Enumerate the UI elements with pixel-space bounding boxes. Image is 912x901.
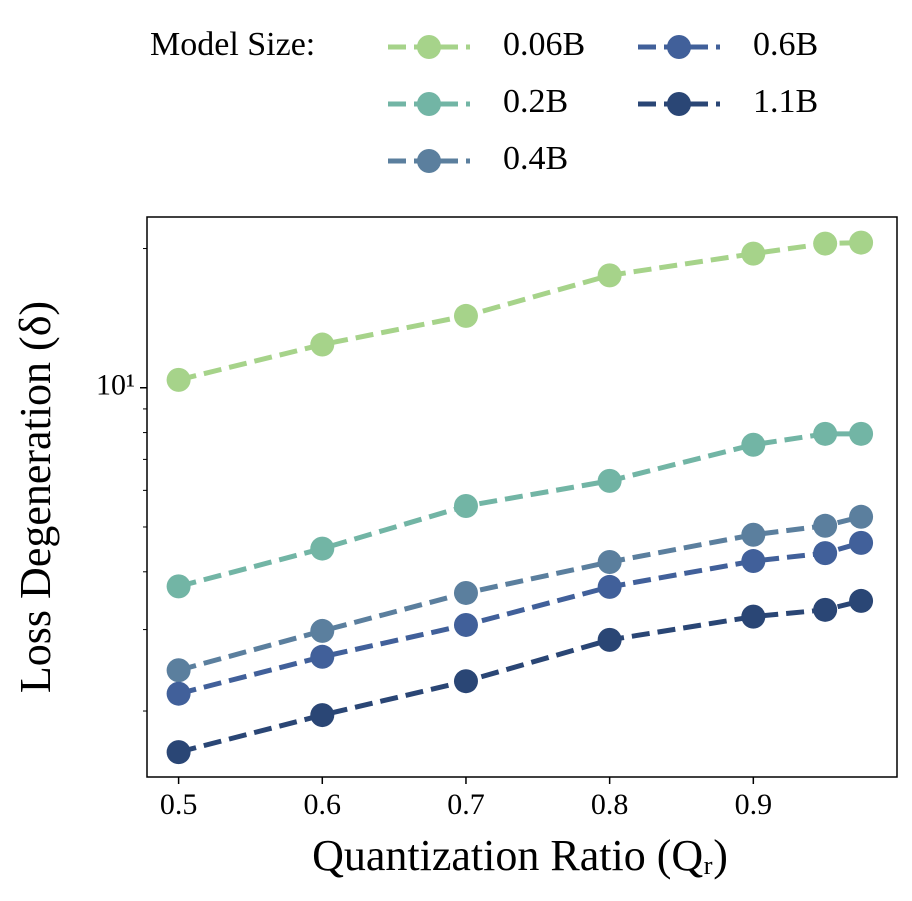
legend-label: 0.4B	[503, 140, 568, 177]
series-marker	[849, 588, 874, 613]
legend-label: 0.2B	[503, 83, 568, 120]
series-marker	[597, 627, 622, 652]
plot-frame	[146, 216, 898, 778]
legend-marker	[667, 92, 691, 116]
series-marker	[166, 740, 191, 765]
series-marker	[597, 263, 622, 288]
series-marker	[310, 618, 335, 643]
series-marker	[849, 530, 874, 555]
legend-label: 1.1B	[753, 83, 818, 120]
series-marker	[849, 230, 874, 255]
series-marker	[813, 541, 838, 566]
series-marker	[166, 658, 191, 683]
legend-label: 0.06B	[503, 26, 585, 63]
series-marker	[741, 604, 766, 629]
series-marker	[741, 522, 766, 547]
series-marker	[597, 468, 622, 493]
x-tick-label: 0.5	[160, 788, 198, 821]
x-tick-label: 0.8	[591, 788, 629, 821]
series-marker	[453, 669, 478, 694]
series-marker	[310, 536, 335, 561]
series-marker	[310, 332, 335, 357]
legend-title: Model Size:	[150, 26, 315, 63]
series-marker	[597, 574, 622, 599]
x-tick-label: 0.9	[735, 788, 773, 821]
series-marker	[741, 241, 766, 266]
series-marker	[741, 549, 766, 574]
series-marker	[597, 549, 622, 574]
series-marker	[813, 597, 838, 622]
series-marker	[741, 432, 766, 457]
series-marker	[453, 303, 478, 328]
legend-label: 0.6B	[753, 26, 818, 63]
series-marker	[166, 681, 191, 706]
series-marker	[813, 421, 838, 446]
y-tick-label: 10¹	[96, 369, 135, 402]
legend-marker	[417, 149, 441, 173]
series-marker	[453, 580, 478, 605]
x-axis-label: Quantization Ratio (Qᵣ)	[312, 831, 728, 880]
series-marker	[849, 421, 874, 446]
x-tick-label: 0.7	[447, 788, 485, 821]
y-axis-label: Loss Degeneration (δ)	[11, 301, 60, 693]
x-tick-label: 0.6	[304, 788, 342, 821]
series-marker	[849, 504, 874, 529]
series-marker	[453, 612, 478, 637]
series-marker	[813, 231, 838, 256]
legend-marker	[417, 92, 441, 116]
series-marker	[813, 513, 838, 538]
legend-marker	[417, 35, 441, 59]
series-marker	[310, 644, 335, 669]
series-marker	[310, 703, 335, 728]
legend-marker	[667, 35, 691, 59]
series-marker	[166, 574, 191, 599]
series-marker	[453, 494, 478, 519]
series-marker	[166, 367, 191, 392]
